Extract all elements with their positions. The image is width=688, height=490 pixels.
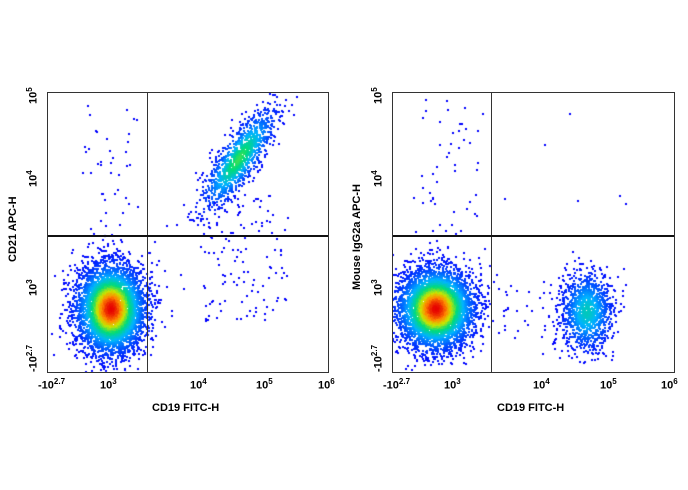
scatter-canvas-right <box>393 93 674 372</box>
x-axis-label: CD19 FITC-H <box>497 402 565 414</box>
y-tick-1e4: 104 <box>25 170 40 187</box>
y-tick-1e3: 103 <box>25 279 40 296</box>
y-axis-label: Mouse IgG2a APC-H <box>351 184 363 290</box>
quadrant-gate-horizontal <box>393 235 674 237</box>
y-tick-1e4: 104 <box>370 170 385 187</box>
x-tick-1e5: 105 <box>256 377 273 392</box>
y-tick-1e3: 103 <box>370 279 385 296</box>
x-tick-neg: -102.7 <box>38 377 66 392</box>
quadrant-gate-vertical <box>491 93 492 372</box>
x-tick-1e4: 104 <box>190 377 207 392</box>
plot-area-left <box>47 92 329 373</box>
plot-area-right <box>392 92 675 373</box>
x-tick-1e4: 104 <box>533 377 550 392</box>
x-tick-1e3: 103 <box>444 377 461 392</box>
y-tick-neg: -102.7 <box>25 344 40 372</box>
x-tick-1e6: 106 <box>661 377 678 392</box>
y-tick-neg: -102.7 <box>370 344 385 372</box>
scatter-canvas-left <box>48 93 328 372</box>
x-tick-1e5: 105 <box>600 377 617 392</box>
y-tick-1e5: 105 <box>25 87 40 104</box>
quadrant-gate-vertical <box>147 93 148 372</box>
x-tick-neg: -102.7 <box>383 377 411 392</box>
x-tick-1e6: 106 <box>318 377 335 392</box>
x-tick-1e3: 103 <box>100 377 117 392</box>
x-axis-label: CD19 FITC-H <box>152 402 220 414</box>
y-axis-label: CD21 APC-H <box>7 196 19 262</box>
y-tick-1e5: 105 <box>370 87 385 104</box>
quadrant-gate-horizontal <box>48 235 328 237</box>
